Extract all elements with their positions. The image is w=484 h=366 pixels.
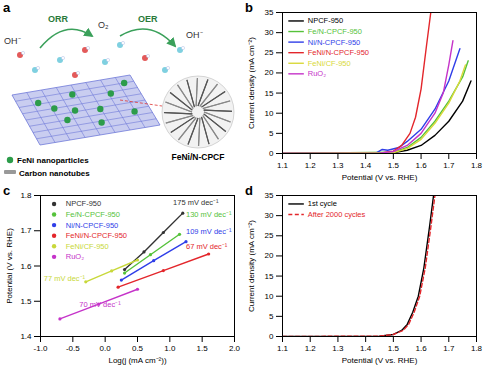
html-text:b: b: [245, 0, 253, 15]
svg-text:35: 35: [265, 191, 274, 200]
svg-text:1.7: 1.7: [20, 226, 32, 235]
svg-text:1.2: 1.2: [305, 344, 317, 353]
svg-text:20: 20: [265, 251, 274, 260]
svg-text:30: 30: [265, 28, 274, 37]
svg-text:OER: OER: [138, 14, 158, 24]
svg-text:1.4: 1.4: [360, 161, 372, 170]
svg-text:ORR: ORR: [48, 14, 69, 24]
svg-text:1.0: 1.0: [164, 344, 176, 353]
svg-text:Ni/N-CPCF-950: Ni/N-CPCF-950: [66, 221, 119, 230]
svg-text:70 mV dec⁻¹: 70 mV dec⁻¹: [79, 300, 121, 309]
html-text:a: a: [3, 0, 11, 15]
svg-text:0: 0: [269, 149, 274, 158]
svg-text:1.5: 1.5: [197, 344, 209, 353]
svg-text:Current density (mA cm⁻²): Current density (mA cm⁻²): [247, 220, 256, 312]
svg-text:1.5: 1.5: [388, 161, 400, 170]
svg-text:RuO₂: RuO₂: [66, 252, 84, 261]
svg-text:1.1: 1.1: [277, 344, 289, 353]
svg-text:25: 25: [265, 231, 274, 240]
svg-text:1.5: 1.5: [20, 297, 32, 306]
svg-text:FeNi nanoparticles: FeNi nanoparticles: [17, 156, 89, 165]
html-text:d: d: [245, 183, 253, 198]
svg-text:FeNi/CF-950: FeNi/CF-950: [66, 242, 109, 251]
svg-text:1.4: 1.4: [360, 344, 372, 353]
svg-text:130 mV dec⁻¹: 130 mV dec⁻¹: [186, 210, 232, 219]
svg-text:NPCF-950: NPCF-950: [66, 199, 101, 208]
svg-text:77 mV dec⁻¹: 77 mV dec⁻¹: [44, 274, 86, 283]
svg-text:1.7: 1.7: [443, 161, 455, 170]
svg-text:0: 0: [269, 332, 274, 341]
svg-text:0.0: 0.0: [100, 344, 112, 353]
svg-text:FeNi/N-CPCF-950: FeNi/N-CPCF-950: [66, 231, 127, 240]
svg-text:109 mV dec⁻¹: 109 mV dec⁻¹: [186, 227, 232, 236]
svg-text:FeNi/CF-950: FeNi/CF-950: [308, 59, 351, 68]
svg-text:5: 5: [269, 129, 274, 138]
svg-text:1.6: 1.6: [20, 262, 32, 271]
svg-text:1.6: 1.6: [416, 161, 428, 170]
svg-text:10: 10: [265, 292, 274, 301]
svg-text:1.7: 1.7: [443, 344, 455, 353]
svg-text:67 mV dec⁻¹: 67 mV dec⁻¹: [186, 242, 228, 251]
svg-text:1st cycle: 1st cycle: [308, 199, 337, 208]
svg-text:-0.5: -0.5: [66, 344, 80, 353]
svg-text:Fe/N-CPCF-950: Fe/N-CPCF-950: [308, 27, 362, 36]
html-text:c: c: [3, 183, 11, 198]
svg-text:Potential (V vs. RHE): Potential (V vs. RHE): [342, 356, 418, 365]
svg-text:Current density (mA cm⁻²): Current density (mA cm⁻²): [247, 37, 256, 129]
svg-text:After 2000 cycles: After 2000 cycles: [308, 210, 366, 219]
svg-text:Ni/N-CPCF-950: Ni/N-CPCF-950: [308, 38, 361, 47]
svg-text:1.8: 1.8: [471, 161, 483, 170]
svg-text:1.1: 1.1: [277, 161, 289, 170]
svg-text:2.0: 2.0: [229, 344, 241, 353]
svg-text:-1.0: -1.0: [34, 344, 48, 353]
svg-text:1.6: 1.6: [416, 344, 428, 353]
svg-text:Log(j (mA cm⁻²)): Log(j (mA cm⁻²)): [108, 356, 166, 365]
svg-text:Carbon nanotubes: Carbon nanotubes: [19, 169, 90, 178]
svg-text:Fe/N-CPCF-950: Fe/N-CPCF-950: [66, 210, 120, 219]
svg-text:175 mV dec⁻¹: 175 mV dec⁻¹: [173, 198, 219, 207]
svg-text:1.4: 1.4: [20, 332, 32, 341]
svg-text:10: 10: [265, 109, 274, 118]
svg-text:30: 30: [265, 211, 274, 220]
svg-text:1.8: 1.8: [20, 191, 32, 200]
svg-text:20: 20: [265, 68, 274, 77]
svg-text:1.5: 1.5: [388, 344, 400, 353]
svg-text:RuO₂: RuO₂: [308, 69, 326, 78]
svg-text:1.2: 1.2: [305, 161, 317, 170]
svg-text:FeNi/N-CPCF-950: FeNi/N-CPCF-950: [308, 48, 369, 57]
svg-text:NPCF-950: NPCF-950: [308, 16, 343, 25]
svg-text:1.3: 1.3: [332, 344, 344, 353]
svg-text:FeNi/N-CPCF: FeNi/N-CPCF: [172, 152, 225, 162]
svg-text:15: 15: [265, 272, 274, 281]
svg-text:5: 5: [269, 312, 274, 321]
svg-text:Potential (V vs. RHE): Potential (V vs. RHE): [5, 228, 14, 304]
svg-text:15: 15: [265, 89, 274, 98]
svg-text:OH⁻: OH⁻: [186, 30, 203, 40]
svg-text:1.3: 1.3: [332, 161, 344, 170]
svg-text:25: 25: [265, 48, 274, 57]
svg-text:O₂: O₂: [98, 20, 109, 30]
svg-text:Potential (V vs. RHE): Potential (V vs. RHE): [342, 173, 418, 182]
svg-text:OH⁻: OH⁻: [4, 36, 21, 46]
svg-text:35: 35: [265, 8, 274, 17]
svg-text:1.8: 1.8: [471, 344, 483, 353]
svg-text:0.5: 0.5: [132, 344, 144, 353]
